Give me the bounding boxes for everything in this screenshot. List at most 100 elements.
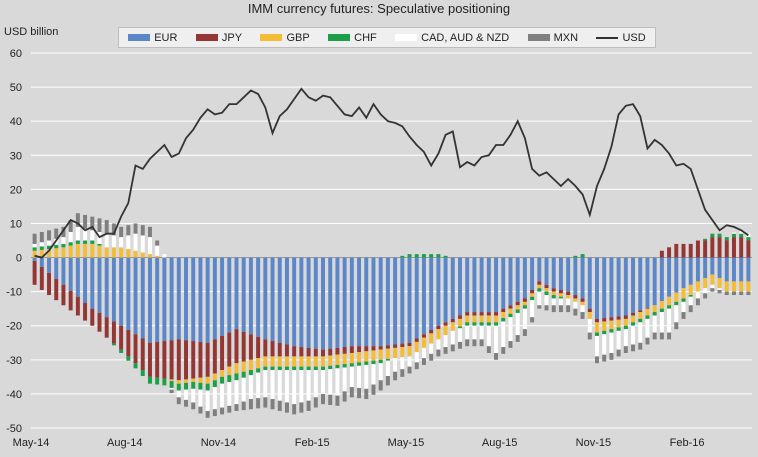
bar-segment-chf bbox=[667, 305, 672, 309]
bar-segment-cad-aud-nzd bbox=[645, 318, 650, 338]
bar-segment-chf bbox=[256, 368, 261, 373]
bar-segment-cad-aud-nzd bbox=[631, 325, 636, 345]
chart-title: IMM currency futures: Speculative positi… bbox=[247, 1, 511, 16]
x-tick-label: Nov-14 bbox=[201, 437, 236, 449]
bar-segment-mxn bbox=[126, 225, 131, 236]
bar-segment-mxn bbox=[147, 226, 152, 238]
bar-segment-gbp bbox=[494, 315, 499, 323]
y-tick-label: 30 bbox=[10, 150, 22, 162]
bar-segment-cad-aud-nzd bbox=[357, 365, 362, 388]
bar-segment-jpy bbox=[580, 298, 585, 302]
bar-segment-jpy bbox=[328, 348, 333, 356]
bar-segment-chf bbox=[47, 245, 52, 250]
bar-segment-mxn bbox=[32, 233, 37, 244]
bar-segment-eur bbox=[292, 257, 297, 347]
bar-segment-gbp bbox=[140, 252, 145, 258]
bar-segment-gbp bbox=[429, 333, 434, 344]
bar-segment-eur bbox=[458, 257, 462, 316]
legend-item-mxn: MXN bbox=[527, 32, 578, 44]
bar-segment-mxn bbox=[645, 337, 650, 345]
bar-segment-gbp bbox=[587, 312, 592, 319]
bar-segment-mxn bbox=[234, 404, 239, 411]
bar-segment-jpy bbox=[544, 284, 549, 289]
bar-segment-jpy bbox=[566, 291, 571, 296]
bar-segment-chf bbox=[54, 244, 59, 249]
bar-segment-chf bbox=[364, 361, 369, 365]
legend-label-jpy: JPY bbox=[221, 31, 243, 44]
bar-segment-eur bbox=[724, 257, 729, 282]
bar-segment-gbp bbox=[544, 288, 549, 292]
bar-segment-jpy bbox=[472, 312, 477, 316]
bar-segment-mxn bbox=[703, 293, 708, 299]
bar-segment-eur bbox=[263, 257, 268, 340]
bar-segment-jpy bbox=[674, 243, 679, 258]
bar-segment-gbp bbox=[652, 305, 657, 313]
bar-segment-gbp bbox=[75, 243, 80, 258]
bar-segment-chf bbox=[198, 382, 203, 390]
bar-segment-chf bbox=[717, 233, 722, 238]
bar-segment-cad-aud-nzd bbox=[212, 387, 217, 410]
bar-segment-cad-aud-nzd bbox=[436, 339, 441, 350]
bar-segment-gbp bbox=[623, 318, 628, 326]
bar-segment-chf bbox=[349, 363, 354, 367]
bar-segment-jpy bbox=[32, 260, 37, 285]
bar-segment-jpy bbox=[659, 250, 664, 258]
bar-segment-cad-aud-nzd bbox=[587, 318, 592, 333]
bar-segment-mxn bbox=[104, 220, 109, 234]
bar-segment-mxn bbox=[371, 384, 376, 395]
bar-segment-mxn bbox=[39, 231, 44, 243]
bar-segment-chf bbox=[176, 383, 181, 391]
bar-segment-chf bbox=[234, 373, 239, 381]
legend-item-gbp: GBP bbox=[260, 32, 310, 44]
bar-segment-eur bbox=[429, 257, 434, 330]
bar-segment-jpy bbox=[248, 334, 253, 360]
bar-segment-mxn bbox=[176, 397, 181, 405]
bar-segment-mxn bbox=[710, 288, 715, 292]
bar-segment-gbp bbox=[609, 320, 614, 330]
y-tick-label: -50 bbox=[6, 423, 22, 435]
bar-segment-cad-aud-nzd bbox=[248, 375, 253, 400]
bar-segment-mxn bbox=[530, 317, 535, 323]
bar-segment-gbp bbox=[299, 356, 304, 367]
bar-segment-chf bbox=[111, 343, 116, 346]
y-tick-label: 0 bbox=[16, 253, 22, 265]
bar-segment-chf bbox=[126, 356, 131, 361]
bar-segment-mxn bbox=[631, 344, 636, 352]
bar-segment-cad-aud-nzd bbox=[551, 298, 556, 306]
bar-segment-gbp bbox=[724, 281, 729, 292]
bar-segment-jpy bbox=[147, 342, 152, 377]
bar-segment-eur bbox=[241, 257, 246, 332]
legend-swatch-jpy bbox=[195, 34, 218, 41]
bar-segment-jpy bbox=[256, 336, 261, 359]
bar-segment-mxn bbox=[75, 213, 80, 227]
bar-segment-mxn bbox=[450, 344, 455, 352]
bar-segment-chf bbox=[90, 240, 95, 244]
bar-segment-mxn bbox=[551, 305, 556, 313]
bar-segment-eur bbox=[126, 257, 131, 330]
legend-swatch-gbp bbox=[260, 34, 283, 41]
bar-segment-jpy bbox=[739, 237, 744, 258]
bar-segment-jpy bbox=[162, 341, 167, 379]
bar-segment-gbp bbox=[54, 248, 59, 258]
bar-segment-mxn bbox=[667, 332, 672, 340]
bar-segment-chf bbox=[421, 254, 426, 258]
bar-segment-mxn bbox=[486, 346, 491, 353]
bar-segment-eur bbox=[205, 257, 210, 343]
bar-segment-eur bbox=[486, 257, 491, 313]
bar-segment-gbp bbox=[335, 354, 340, 365]
bar-segment-mxn bbox=[248, 399, 253, 410]
bar-segment-jpy bbox=[609, 317, 614, 321]
bar-segment-cad-aud-nzd bbox=[494, 325, 499, 353]
bar-segment-jpy bbox=[357, 346, 362, 353]
bar-segment-mxn bbox=[155, 240, 160, 246]
bar-segment-jpy bbox=[111, 321, 116, 344]
bar-segment-mxn bbox=[674, 322, 679, 330]
bar-segment-jpy bbox=[717, 237, 722, 258]
bar-segment-cad-aud-nzd bbox=[659, 312, 664, 333]
bar-segment-cad-aud-nzd bbox=[335, 368, 340, 396]
bar-segment-eur bbox=[119, 257, 124, 326]
bar-segment-chf bbox=[378, 359, 383, 364]
bar-segment-jpy bbox=[299, 347, 304, 357]
bar-segment-chf bbox=[248, 370, 253, 376]
bar-segment-gbp bbox=[681, 288, 686, 299]
